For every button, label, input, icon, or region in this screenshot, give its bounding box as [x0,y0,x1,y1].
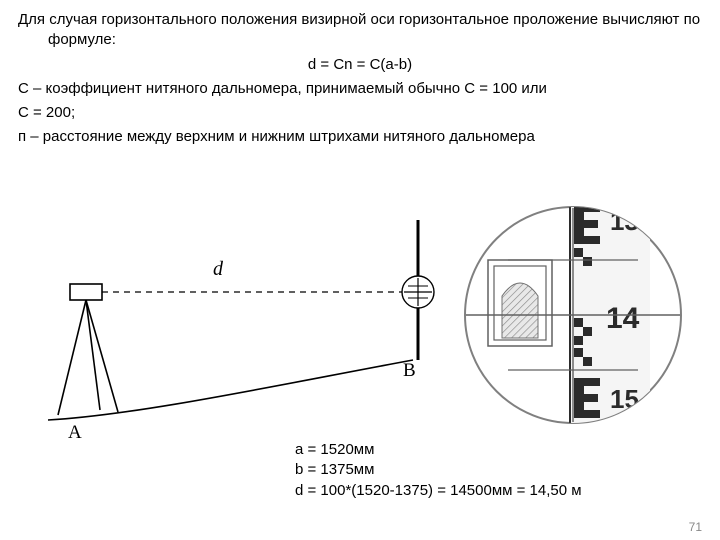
distance-label: d [213,258,223,281]
tripod-leg [58,300,86,415]
staff-reading-13: 13 [610,206,639,236]
calculation-block: a = 1520мм b = 1375мм d = 100*(1520-1375… [295,440,675,501]
instrument-icon [70,284,102,300]
scope-view: 13 14 15 [458,200,688,430]
tripod-leg [86,300,118,412]
staff-reading-14: 14 [606,302,640,335]
ground-line [48,360,413,420]
n-paragraph: п – расстояние между верхним и нижним шт… [18,127,702,147]
calc-line-b: b = 1375мм [295,460,675,480]
calc-line-a: a = 1520мм [295,440,675,460]
page-number: 71 [689,520,702,534]
calc-line-d: d = 100*(1520-1375) = 14500мм = 14,50 м [295,481,675,501]
intro-paragraph: Для случая горизонтального положения виз… [18,10,702,51]
stadia-box [488,260,552,346]
formula-line: d = Cn = С(а-b) [18,55,702,75]
diagram-area: d А В 13 [18,210,702,450]
tripod-leg [86,300,100,410]
coeff-paragraph-1: С – коэффициент нитяного дальномера, при… [18,79,702,99]
survey-diagram [18,210,468,450]
staff-reading-15: 15 [610,384,639,414]
point-a-label: А [68,422,82,444]
point-b-label: В [403,360,416,382]
coeff-paragraph-2: С = 200; [18,103,702,123]
